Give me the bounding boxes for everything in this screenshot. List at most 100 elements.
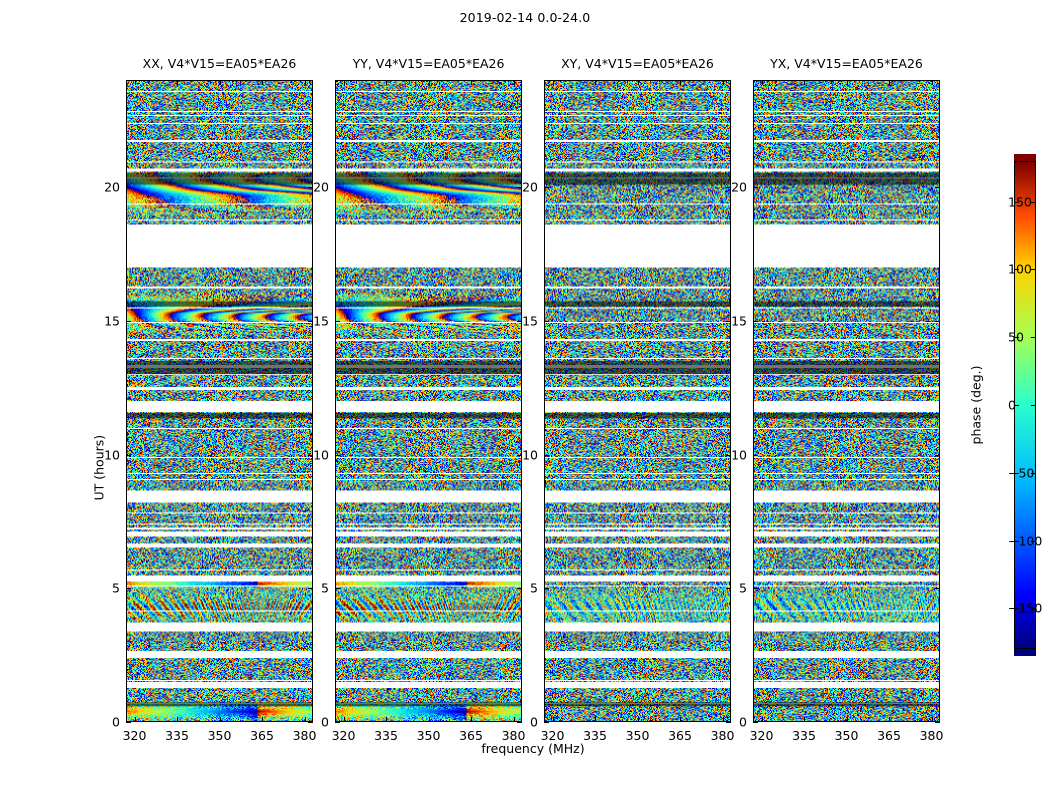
colorbar-tick-mark [1031,608,1036,610]
colorbar-gradient [1015,162,1035,648]
subplot-xy-title: XY, V4*V15=EA05*EA26 [561,56,714,71]
y-tick-mark [544,454,549,456]
y-tick-mark [335,454,340,456]
x-tick-label: 380 [501,728,526,743]
subplot-xx[interactable]: XX, V4*V15=EA05*EA26 [126,56,313,722]
x-tick-mark [722,80,724,85]
y-tick-mark [753,187,758,188]
x-tick-mark [386,80,387,85]
subplot-yy-title: YY, V4*V15=EA05*EA26 [352,56,505,71]
y-tick-mark [126,588,131,590]
x-tick-mark [471,80,472,85]
colorbar-tick-mark [1031,269,1036,271]
y-tick-label: 0 [739,714,747,730]
y-tick-mark [935,454,940,456]
y-tick-mark [753,454,758,456]
colorbar-tick-mark [1014,201,1019,203]
y-tick-mark [308,722,313,723]
y-tick-label: 5 [112,580,120,596]
x-axis-label: frequency (MHz) [481,741,585,756]
x-tick-mark [595,717,596,722]
x-tick-mark [761,717,763,722]
subplot-yx-title: YX, V4*V15=EA05*EA26 [770,56,923,71]
x-tick-mark [680,717,681,722]
y-tick-mark [126,454,131,456]
y-tick-label: 0 [530,714,538,730]
y-tick-mark [935,722,940,723]
x-tick-label: 320 [749,728,774,743]
y-tick-mark [544,722,549,723]
x-tick-mark [428,717,430,722]
colorbar-extend-min [1014,649,1036,656]
y-tick-mark [517,722,522,723]
subplot-xx-axes[interactable] [126,80,313,722]
x-tick-mark [262,80,263,85]
y-tick-mark [726,722,731,723]
y-tick-mark [126,722,131,723]
y-tick-label: 5 [739,580,747,596]
x-tick-label: 380 [919,728,944,743]
x-tick-label: 350 [834,728,859,743]
y-tick-label: 20 [522,179,538,195]
x-tick-label: 380 [710,728,735,743]
figure-title: 2019-02-14 0.0-24.0 [459,10,591,25]
x-tick-mark [680,80,681,85]
x-tick-mark [761,80,763,85]
x-tick-mark [637,717,639,722]
y-tick-mark [935,588,940,590]
x-tick-mark [637,80,639,85]
y-tick-mark [308,588,313,590]
y-tick-mark [726,454,731,456]
y-tick-mark [753,320,758,322]
heatmap-yx [754,81,939,721]
y-tick-mark [335,588,340,590]
x-tick-mark [219,717,221,722]
x-tick-label: 320 [331,728,356,743]
colorbar-tick-mark [1014,540,1019,542]
x-tick-mark [219,80,221,85]
y-tick-label: 20 [731,179,747,195]
heatmap-xx [127,81,312,721]
x-tick-label: 350 [207,728,232,743]
y-tick-label: 10 [522,447,538,462]
colorbar-extend-max [1014,154,1036,161]
x-tick-label: 335 [374,728,398,743]
x-tick-mark [552,80,554,85]
colorbar-tick-mark [1031,472,1036,474]
x-tick-label: 320 [540,728,565,743]
colorbar-tick-mark [1014,472,1019,474]
subplot-xy[interactable]: XY, V4*V15=EA05*EA26 [544,56,731,722]
x-tick-mark [134,80,136,85]
y-tick-mark [517,320,522,322]
colorbar-tick-mark [1031,405,1036,406]
y-tick-label: 15 [104,313,120,329]
colorbar-label: phase (deg.) [968,365,984,445]
colorbar-tick-mark [1014,608,1019,610]
y-tick-mark [517,187,522,188]
y-tick-label: 5 [321,580,329,596]
subplot-yx-axes[interactable] [753,80,940,722]
x-tick-label: 365 [250,728,274,743]
y-tick-mark [753,588,758,590]
subplot-yy-axes[interactable] [335,80,522,722]
subplot-yx[interactable]: YX, V4*V15=EA05*EA26 [753,56,940,722]
x-tick-mark [931,717,933,722]
x-tick-label: 335 [792,728,816,743]
y-tick-mark [335,722,340,723]
y-tick-mark [726,187,731,188]
x-tick-mark [931,80,933,85]
x-tick-label: 350 [416,728,441,743]
y-axis-label: UT (hours) [91,434,107,501]
x-tick-mark [428,80,430,85]
x-tick-label: 335 [165,728,189,743]
y-tick-mark [517,588,522,590]
x-tick-mark [889,717,890,722]
x-tick-mark [552,717,554,722]
y-tick-label: 0 [321,714,329,730]
subplot-yy[interactable]: YY, V4*V15=EA05*EA26 [335,56,522,722]
x-tick-mark [471,717,472,722]
y-tick-label: 20 [313,179,329,195]
colorbar-tick-mark [1014,269,1019,271]
subplot-xy-axes[interactable] [544,80,731,722]
